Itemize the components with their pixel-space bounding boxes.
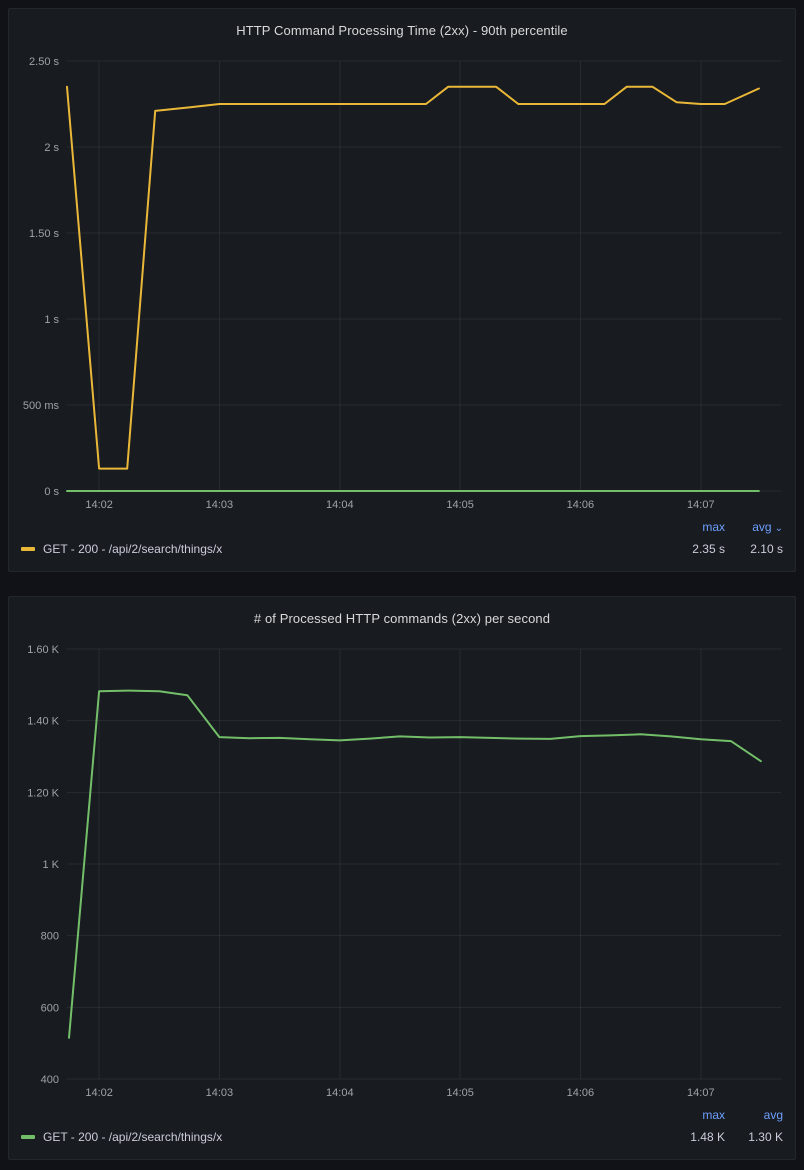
panel-commands-per-second: # of Processed HTTP commands (2xx) per s…	[8, 596, 796, 1160]
legend-row: GET - 200 - /api/2/search/things/x 2.35 …	[21, 537, 783, 561]
legend-row: GET - 200 - /api/2/search/things/x 1.48 …	[21, 1125, 783, 1149]
legend-max-value: 1.48 K	[690, 1130, 725, 1144]
x-tick-label: 14:05	[446, 1087, 474, 1099]
legend-avg-header-label: avg	[752, 520, 772, 534]
panel-header[interactable]: HTTP Command Processing Time (2xx) - 90t…	[19, 15, 785, 45]
x-tick-label: 14:07	[687, 499, 715, 511]
y-tick-label: 1 K	[42, 859, 59, 871]
legend-avg-header[interactable]: avg	[763, 1108, 783, 1122]
series-line	[68, 689, 762, 1039]
legend-avg-header[interactable]: avg ⌄	[725, 520, 783, 534]
y-tick-label: 800	[41, 931, 59, 943]
panel-header[interactable]: # of Processed HTTP commands (2xx) per s…	[19, 603, 785, 633]
y-tick-label: 1 s	[44, 314, 59, 326]
x-tick-label: 14:06	[567, 1087, 595, 1099]
series-color-marker	[21, 547, 35, 551]
y-tick-label: 2.50 s	[29, 56, 59, 68]
x-tick-label: 14:02	[85, 499, 113, 511]
panel-title[interactable]: # of Processed HTTP commands (2xx) per s…	[253, 610, 551, 626]
y-tick-label: 0 s	[44, 486, 59, 498]
y-tick-label: 1.60 K	[27, 644, 59, 656]
legend-header-row: max avg	[21, 1105, 783, 1125]
legend-max-value: 2.35 s	[692, 542, 725, 556]
y-tick-label: 1.50 s	[29, 228, 59, 240]
series-color-marker	[21, 1135, 35, 1139]
series-line	[66, 85, 760, 470]
x-tick-label: 14:02	[85, 1087, 113, 1099]
legend-max-header[interactable]: max	[702, 520, 725, 534]
y-tick-label: 500 ms	[23, 400, 60, 412]
x-tick-label: 14:06	[567, 499, 595, 511]
processing-time-chart[interactable]: 14:02 14:03 14:04 14:05 14:06 14:07 0 s 500 ms 1…	[19, 45, 785, 515]
legend: max avg ⌄ GET - 200 - /api/2/search/thing…	[19, 515, 785, 565]
x-tick-label: 14:07	[687, 1087, 715, 1099]
y-tick-label: 600	[41, 1002, 59, 1014]
panel-processing-time: HTTP Command Processing Time (2xx) - 90t…	[8, 8, 796, 572]
commands-per-second-chart[interactable]: 14:02 14:03 14:04 14:05 14:06 14:07 400 600 800 1…	[19, 633, 785, 1103]
x-tick-label: 14:05	[446, 499, 474, 511]
y-tick-label: 400	[41, 1074, 59, 1086]
series-label[interactable]: GET - 200 - /api/2/search/things/x	[43, 542, 223, 556]
y-tick-label: 1.20 K	[27, 787, 59, 799]
panel-title[interactable]: HTTP Command Processing Time (2xx) - 90t…	[236, 22, 568, 38]
legend-avg-value: 1.30 K	[748, 1130, 783, 1144]
y-tick-label: 1.40 K	[27, 716, 59, 728]
x-tick-label: 14:04	[326, 499, 354, 511]
y-tick-label: 2 s	[44, 142, 59, 154]
legend-header-row: max avg ⌄	[21, 517, 783, 537]
legend: max avg GET - 200 - /api/2/search/things…	[19, 1103, 785, 1153]
series-label[interactable]: GET - 200 - /api/2/search/things/x	[43, 1130, 223, 1144]
x-tick-label: 14:03	[206, 1087, 234, 1099]
x-tick-label: 14:04	[326, 1087, 354, 1099]
x-tick-label: 14:03	[206, 499, 234, 511]
legend-avg-value: 2.10 s	[750, 542, 783, 556]
legend-max-header[interactable]: max	[702, 1108, 725, 1122]
chevron-down-icon: ⌄	[774, 523, 783, 534]
dashboard: HTTP Command Processing Time (2xx) - 90t…	[8, 8, 796, 1160]
